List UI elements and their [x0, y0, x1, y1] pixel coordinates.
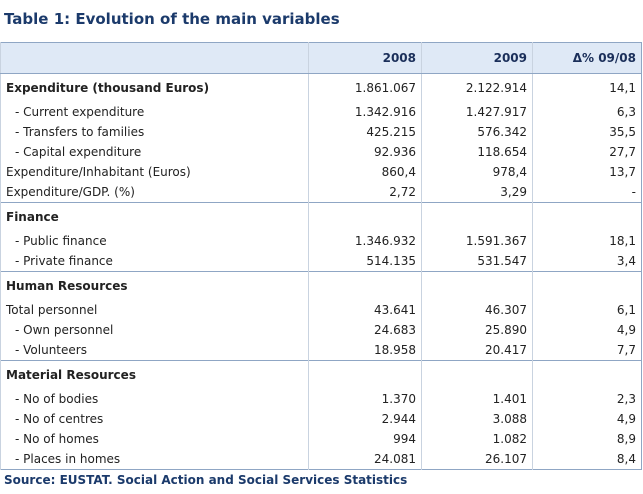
section-title: Material Resources — [0, 360, 309, 389]
cell-value: 14,1 — [532, 73, 642, 102]
cell-value: 1.342.916 — [308, 102, 422, 122]
row-label: - No of centres — [0, 409, 309, 429]
empty-cell — [308, 202, 422, 231]
empty-cell — [421, 202, 533, 231]
row-label: - Places in homes — [0, 449, 309, 470]
cell-value: 2.944 — [308, 409, 422, 429]
data-row: - No of homes 994 1.082 8,9 — [0, 429, 642, 449]
data-row: - Volunteers 18.958 20.417 7,7 — [0, 340, 642, 361]
cell-value: 24.683 — [308, 320, 422, 340]
empty-cell — [532, 202, 642, 231]
source-note: Source: EUSTAT. Social Action and Social… — [4, 473, 408, 487]
cell-value: 3,4 — [532, 251, 642, 272]
cell-value: 1.861.067 — [308, 73, 422, 102]
cell-value: 46.307 — [421, 300, 533, 320]
cell-value: 20.417 — [421, 340, 533, 361]
row-label: Total personnel — [0, 300, 309, 320]
row-label: - Volunteers — [0, 340, 309, 361]
data-row: Expenditure/Inhabitant (Euros) 860,4 978,4… — [0, 162, 642, 182]
cell-value: 425.215 — [308, 122, 422, 142]
data-row: - No of bodies 1.370 1.401 2,3 — [0, 389, 642, 409]
cell-value: 25.890 — [421, 320, 533, 340]
data-row: - Transfers to families 425.215 576.342 35,… — [0, 122, 642, 142]
cell-value: 531.547 — [421, 251, 533, 272]
data-table: 2008 2009 Δ% 09/08 Expenditure (thousand E… — [0, 42, 642, 470]
data-row: - Places in homes 24.081 26.107 8,4 — [0, 449, 642, 470]
empty-cell — [421, 360, 533, 389]
data-row: Expenditure/GDP. (%) 2,72 3,29- — [0, 182, 642, 203]
header-row: 2008 2009 Δ% 09/08 — [0, 42, 642, 74]
cell-value: 2,72 — [308, 182, 422, 203]
section-row: Human Resources — [0, 271, 642, 300]
section-row: Finance — [0, 202, 642, 231]
data-row: - Private finance 514.135 531.547 3,4 — [0, 251, 642, 272]
empty-cell — [308, 360, 422, 389]
cell-value: 35,5 — [532, 122, 642, 142]
cell-value: 18,1 — [532, 231, 642, 251]
section-title: Human Resources — [0, 271, 309, 300]
cell-value: 4,9 — [532, 320, 642, 340]
cell-value: 1.401 — [421, 389, 533, 409]
cell-value: 8,9 — [532, 429, 642, 449]
cell-value: 576.342 — [421, 122, 533, 142]
row-label: - Public finance — [0, 231, 309, 251]
cell-value: 2,3 — [532, 389, 642, 409]
empty-cell — [421, 271, 533, 300]
cell-value: 24.081 — [308, 449, 422, 470]
section-row: Material Resources — [0, 360, 642, 389]
column-header: Δ% 09/08 — [532, 42, 642, 74]
row-label: - Capital expenditure — [0, 142, 309, 162]
data-row: Total personnel 43.641 46.307 6,1 — [0, 300, 642, 320]
empty-cell — [308, 271, 422, 300]
data-row: - Own personnel 24.683 25.890 4,9 — [0, 320, 642, 340]
data-row: - No of centres 2.944 3.088 4,9 — [0, 409, 642, 429]
cell-value: 13,7 — [532, 162, 642, 182]
table-title: Table 1: Evolution of the main variables — [4, 10, 340, 28]
data-row: - Public finance 1.346.932 1.591.367 18,1 — [0, 231, 642, 251]
row-label: - Private finance — [0, 251, 309, 272]
cell-value: 26.107 — [421, 449, 533, 470]
row-label: - Current expenditure — [0, 102, 309, 122]
header-corner — [0, 42, 309, 74]
row-label: Expenditure/Inhabitant (Euros) — [0, 162, 309, 182]
row-label: - Own personnel — [0, 320, 309, 340]
cell-value: 6,1 — [532, 300, 642, 320]
column-header: 2008 — [308, 42, 422, 74]
row-label: - Transfers to families — [0, 122, 309, 142]
cell-value: 1.370 — [308, 389, 422, 409]
row-label: - No of bodies — [0, 389, 309, 409]
empty-cell — [532, 271, 642, 300]
cell-value: 860,4 — [308, 162, 422, 182]
cell-value: 1.346.932 — [308, 231, 422, 251]
section-title: Expenditure (thousand Euros) — [0, 73, 309, 102]
cell-value: 18.958 — [308, 340, 422, 361]
cell-value: 8,4 — [532, 449, 642, 470]
data-row: - Capital expenditure 92.936 118.654 27,7 — [0, 142, 642, 162]
cell-value: 6,3 — [532, 102, 642, 122]
cell-value: 92.936 — [308, 142, 422, 162]
row-label: Expenditure/GDP. (%) — [0, 182, 309, 203]
cell-value: 1.591.367 — [421, 231, 533, 251]
section-row: Expenditure (thousand Euros) 1.861.067 2.1… — [0, 73, 642, 102]
cell-value: 43.641 — [308, 300, 422, 320]
cell-value: 27,7 — [532, 142, 642, 162]
cell-value: 1.427.917 — [421, 102, 533, 122]
cell-value: 2.122.914 — [421, 73, 533, 102]
cell-value: 4,9 — [532, 409, 642, 429]
cell-value: 514.135 — [308, 251, 422, 272]
cell-value: 994 — [308, 429, 422, 449]
cell-value: 978,4 — [421, 162, 533, 182]
cell-value: 7,7 — [532, 340, 642, 361]
row-label: - No of homes — [0, 429, 309, 449]
empty-cell — [532, 360, 642, 389]
cell-value: 3,29 — [421, 182, 533, 203]
data-row: - Current expenditure 1.342.916 1.427.917 6… — [0, 102, 642, 122]
cell-value: - — [532, 182, 642, 203]
cell-value: 1.082 — [421, 429, 533, 449]
section-title: Finance — [0, 202, 309, 231]
column-header: 2009 — [421, 42, 533, 74]
cell-value: 3.088 — [421, 409, 533, 429]
cell-value: 118.654 — [421, 142, 533, 162]
